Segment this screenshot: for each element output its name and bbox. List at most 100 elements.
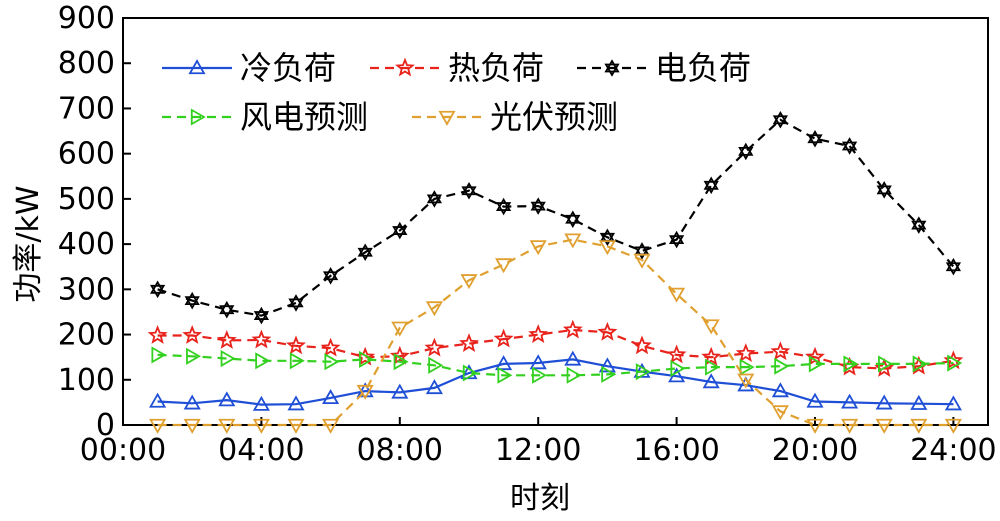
data-point — [843, 355, 859, 373]
data-point — [876, 181, 892, 199]
data-point — [393, 353, 409, 371]
series-line — [157, 353, 954, 377]
data-point — [424, 337, 445, 357]
legend-marker — [190, 108, 206, 126]
data-point — [356, 384, 374, 400]
data-point — [565, 210, 581, 229]
data-point — [528, 324, 549, 343]
data-point — [359, 350, 375, 368]
data-point — [289, 352, 305, 370]
data-point — [392, 221, 408, 240]
legend-marker — [395, 57, 415, 77]
data-point — [459, 333, 479, 353]
data-point — [598, 240, 616, 256]
data-point — [668, 287, 686, 303]
legend-label: 电负荷 — [655, 49, 751, 87]
y-tick-label: 800 — [58, 46, 115, 81]
data-point — [808, 355, 824, 373]
data-point — [252, 395, 270, 411]
x-tick-label: 00:00 — [80, 433, 166, 468]
data-point — [287, 418, 305, 434]
data-point — [633, 253, 651, 269]
y-tick-label: 900 — [58, 1, 115, 36]
data-point — [774, 357, 790, 375]
data-point — [910, 394, 928, 410]
data-point — [702, 319, 720, 335]
data-point — [529, 354, 547, 370]
y-tick-label: 700 — [58, 91, 115, 126]
data-point — [253, 306, 270, 325]
data-point — [841, 418, 859, 434]
data-point — [182, 325, 203, 344]
data-point — [738, 142, 754, 161]
data-point — [912, 355, 928, 373]
plot-frame — [122, 17, 989, 426]
data-point — [878, 355, 894, 373]
x-tick-label: 08:00 — [357, 433, 443, 468]
data-point — [566, 366, 582, 384]
data-point — [944, 395, 962, 411]
data-point — [216, 329, 237, 349]
data-point — [183, 394, 201, 410]
data-point — [597, 321, 618, 341]
data-point — [151, 346, 167, 364]
data-point — [911, 216, 927, 234]
data-point — [705, 358, 721, 376]
legend-marker — [188, 59, 206, 75]
data-point — [702, 373, 720, 389]
data-point — [529, 240, 547, 256]
legend-item: 冷负荷 — [162, 49, 336, 87]
data-point — [391, 321, 409, 337]
data-point — [634, 242, 650, 260]
legend-marker — [604, 59, 620, 77]
data-point — [910, 418, 928, 434]
data-point — [771, 382, 789, 398]
data-point — [218, 391, 236, 407]
y-tick-label: 300 — [58, 272, 115, 307]
data-point — [564, 233, 582, 249]
data-point — [806, 392, 824, 408]
series-line — [157, 118, 955, 317]
data-point — [425, 379, 443, 395]
data-point — [497, 366, 513, 384]
data-point — [495, 197, 512, 216]
data-point — [460, 364, 478, 380]
x-tick-label: 24:00 — [910, 433, 996, 468]
data-point — [562, 319, 583, 339]
data-point — [532, 366, 548, 384]
data-point — [739, 358, 755, 376]
data-point — [147, 325, 168, 344]
series-line — [157, 358, 954, 406]
y-tick-label: 500 — [58, 182, 115, 217]
data-point — [149, 418, 167, 434]
x-axis-label: 时刻 — [510, 481, 570, 516]
legend-label: 光伏预测 — [490, 98, 618, 136]
x-tick-label: 04:00 — [218, 433, 304, 468]
series-3 — [151, 346, 963, 384]
data-point — [322, 418, 340, 434]
series-line — [157, 238, 954, 427]
x-tick-label: 16:00 — [633, 433, 719, 468]
data-point — [598, 357, 616, 373]
data-point — [322, 389, 340, 405]
data-point — [632, 335, 652, 355]
data-point — [841, 393, 859, 409]
data-point — [184, 291, 200, 310]
series-4 — [149, 233, 962, 434]
data-point — [670, 359, 686, 378]
data-point — [391, 383, 409, 399]
data-point — [287, 395, 305, 411]
data-point — [807, 129, 823, 148]
data-point — [324, 353, 340, 371]
data-point — [771, 405, 789, 421]
series-1 — [147, 319, 964, 377]
data-point — [735, 343, 756, 362]
data-point — [461, 181, 477, 200]
legend-label: 风电预测 — [240, 98, 368, 136]
data-point — [530, 197, 546, 215]
data-point — [149, 280, 166, 299]
y-tick-label: 200 — [58, 318, 115, 353]
series-line — [157, 328, 954, 370]
